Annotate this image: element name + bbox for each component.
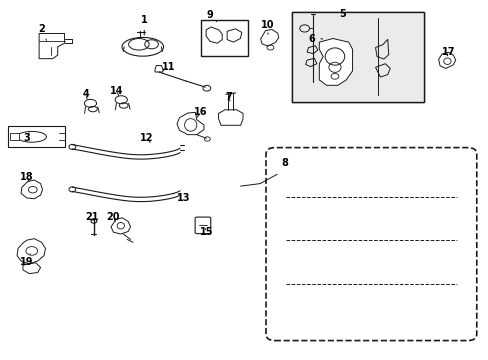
Text: 18: 18 (20, 172, 34, 182)
Text: 13: 13 (173, 193, 190, 203)
Text: 16: 16 (193, 107, 207, 117)
Text: 19: 19 (20, 254, 34, 267)
Text: 6: 6 (308, 34, 322, 44)
Text: 14: 14 (109, 86, 123, 96)
Text: 12: 12 (140, 132, 153, 143)
Text: 20: 20 (106, 212, 120, 222)
Text: 9: 9 (206, 10, 216, 22)
Bar (292, 12, 424, 102)
Polygon shape (319, 39, 352, 85)
Bar (201, 20, 247, 56)
Text: 15: 15 (199, 227, 213, 237)
Text: 4: 4 (82, 89, 89, 99)
FancyBboxPatch shape (265, 148, 476, 341)
Text: 1: 1 (141, 15, 147, 35)
Bar (8, 126, 65, 147)
Bar (292, 12, 424, 102)
Bar (10, 133, 19, 140)
Text: 7: 7 (225, 92, 232, 102)
Text: 17: 17 (441, 47, 455, 57)
Text: 11: 11 (162, 62, 175, 72)
Text: 8: 8 (281, 158, 287, 168)
Text: 21: 21 (85, 212, 99, 222)
Text: 2: 2 (38, 24, 46, 40)
Text: 5: 5 (338, 9, 345, 19)
Text: 3: 3 (23, 132, 30, 143)
FancyBboxPatch shape (195, 217, 210, 234)
Text: 10: 10 (261, 20, 274, 34)
